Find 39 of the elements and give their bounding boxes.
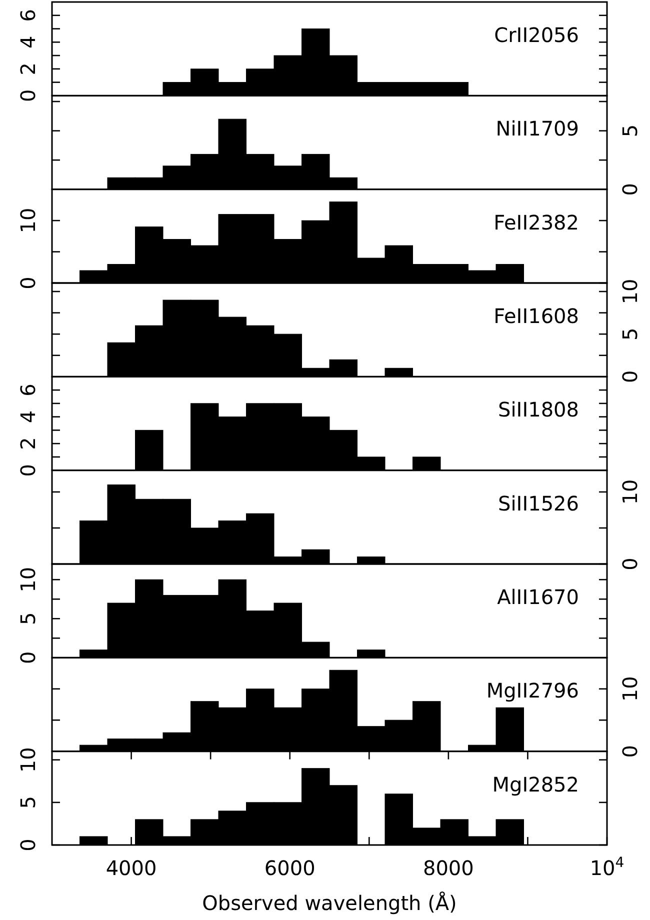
text: CrII2056 — [494, 23, 579, 47]
y-tick-label: 5 — [16, 612, 40, 626]
y-tick-label: 0 — [16, 838, 40, 852]
y-tick-label: 0 — [16, 89, 40, 102]
y-tick-label: 10 — [618, 479, 642, 505]
text: SiII1808 — [498, 398, 579, 422]
y-tick-label: 2 — [16, 62, 40, 76]
y-tick-label: 0 — [618, 182, 642, 196]
y-tick-label: 5 — [618, 124, 642, 138]
x-tick-label: 6000 — [264, 856, 316, 880]
x-axis-title: Observed wavelength (Å) — [202, 891, 457, 915]
x-tick-label: 8000 — [422, 856, 474, 880]
text: SiII1526 — [498, 491, 579, 516]
y-tick-label: 2 — [16, 437, 40, 450]
y-tick-label: 6 — [16, 9, 40, 22]
y-tick-label: 5 — [16, 796, 40, 809]
y-tick-label: 5 — [618, 328, 642, 340]
y-tick-label: 0 — [618, 370, 642, 384]
y-tick-label: 10 — [618, 676, 642, 702]
y-tick-label: 10 — [16, 747, 40, 773]
y-tick-label: 0 — [16, 276, 40, 290]
text: MgII2796 — [486, 678, 579, 703]
y-tick-label: 10 — [16, 566, 40, 592]
y-tick-label: 0 — [16, 651, 40, 664]
y-tick-label: 0 — [16, 464, 40, 477]
text: MgI2852 — [492, 772, 579, 796]
text: NiII1709 — [496, 116, 579, 141]
y-tick-label: 10 — [16, 208, 40, 234]
y-tick-label: 4 — [16, 36, 40, 49]
y-tick-label: 10 — [618, 278, 642, 304]
text: FeII2382 — [494, 210, 579, 234]
text: FeII1608 — [494, 304, 579, 328]
y-tick-label: 0 — [618, 744, 642, 758]
y-tick-label: 6 — [16, 384, 40, 396]
text: AlII1670 — [497, 585, 579, 609]
y-tick-label: 4 — [16, 410, 40, 424]
y-tick-label: 0 — [618, 558, 642, 570]
x-tick-label: 10$^{4}$ — [590, 855, 624, 880]
x-tick-label: 4000 — [106, 856, 157, 880]
